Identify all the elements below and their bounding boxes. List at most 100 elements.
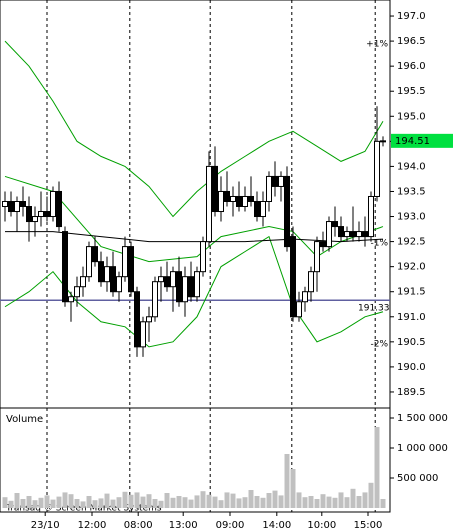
y-tick-label: 191.0 <box>397 312 426 323</box>
candle-body <box>344 231 350 238</box>
candle-body <box>266 175 272 202</box>
volume-bar <box>368 482 374 508</box>
indicator-line <box>5 231 384 243</box>
volume-bar <box>62 492 68 508</box>
candle-body <box>188 276 194 298</box>
annotation: +1% <box>366 40 388 50</box>
last-price-label: 194.51 <box>395 136 430 147</box>
y-tick-label: 193.0 <box>397 212 426 223</box>
candle-body <box>26 206 32 223</box>
candle-body <box>230 195 236 202</box>
volume-bar <box>188 499 194 508</box>
volume-bar <box>2 497 8 508</box>
x-tick-label: 14:00 <box>262 520 291 531</box>
indicator-line <box>4 235 384 348</box>
candle-body <box>284 175 290 248</box>
volume-bar <box>92 500 98 508</box>
volume-bar <box>26 496 32 508</box>
candle-body <box>74 286 80 298</box>
volume-bar <box>356 496 362 508</box>
volume-bar <box>212 496 218 508</box>
candle-body <box>236 195 242 208</box>
volume-bar <box>338 492 344 508</box>
volume-bar <box>290 469 296 508</box>
candle-body <box>296 301 302 318</box>
volume-bar <box>308 496 314 508</box>
candle-body <box>8 200 14 213</box>
candle-body <box>2 200 8 208</box>
candle-body <box>350 231 356 238</box>
volume-bar <box>116 497 122 508</box>
candle-body <box>86 246 92 278</box>
volume-bar <box>200 491 206 508</box>
volume-bar <box>302 497 308 508</box>
candle-body <box>368 195 374 238</box>
volume-bar <box>110 499 116 508</box>
volume-bar <box>224 492 230 508</box>
volume-bar <box>158 500 164 508</box>
candle-body <box>176 271 182 303</box>
price-panel <box>0 0 391 409</box>
volume-bar <box>206 494 212 508</box>
candle-body <box>194 271 200 298</box>
candle-body <box>164 276 170 288</box>
candle-body <box>20 200 26 208</box>
y2-tick-label: 500 000 <box>397 473 438 484</box>
volume-bar <box>14 493 20 508</box>
volume-bar <box>170 497 176 508</box>
candle-body <box>38 211 44 218</box>
candle-body <box>320 241 326 248</box>
candle-body <box>62 231 68 303</box>
y-tick-label: 189.5 <box>397 387 426 398</box>
volume-bar <box>128 494 134 508</box>
volume-bar <box>146 494 152 508</box>
candle-body <box>128 246 134 293</box>
x-tick-label: 10:00 <box>307 520 336 531</box>
candle-body <box>326 221 332 248</box>
last-price-box <box>391 133 453 148</box>
candle-body <box>356 231 362 238</box>
candle-body <box>44 211 50 218</box>
watermark: Transaq ® Screen Market Systems <box>5 504 162 514</box>
candle-body <box>242 195 248 208</box>
volume-bar <box>374 427 380 508</box>
y-tick-label: 191.5 <box>397 287 426 298</box>
candle-body <box>290 236 296 318</box>
candle-body <box>170 271 176 288</box>
volume-bar <box>218 500 224 508</box>
volume-bar <box>362 492 368 508</box>
volume-bar <box>104 493 110 508</box>
x-tick-label: 08:00 <box>124 520 153 531</box>
volume-bar <box>314 499 320 508</box>
y-tick-label: 192.5 <box>397 237 426 248</box>
candle-body <box>374 140 380 197</box>
x-tick-label: 09:00 <box>216 520 245 531</box>
annotation: -2% <box>370 340 388 350</box>
y2-tick-label: 1 000 000 <box>397 443 448 454</box>
volume-bar <box>44 495 50 508</box>
volume-bar <box>260 497 266 508</box>
volume-bar <box>176 496 182 508</box>
volume-bar <box>56 496 62 508</box>
candle-body <box>308 271 314 293</box>
volume-bar <box>194 495 200 508</box>
candle-body <box>380 140 386 143</box>
candle-body <box>200 241 206 273</box>
candle-body <box>152 281 158 318</box>
y-tick-label: 197.0 <box>397 11 426 22</box>
candle-body <box>278 175 284 187</box>
hline-label: 191.33 <box>358 304 390 314</box>
y-tick-label: 196.0 <box>397 61 426 72</box>
volume-bar <box>122 491 128 508</box>
volume-bar <box>20 499 26 508</box>
candle-body <box>302 291 308 303</box>
indicator-line <box>4 175 384 263</box>
volume-bar <box>284 454 290 508</box>
y2-tick-label: 1 500 000 <box>397 413 448 424</box>
y-tick-label: 194.0 <box>397 161 426 172</box>
volume-bar <box>320 494 326 508</box>
candle-body <box>80 276 86 288</box>
volume-bar <box>152 499 158 508</box>
volume-bar <box>98 498 104 508</box>
